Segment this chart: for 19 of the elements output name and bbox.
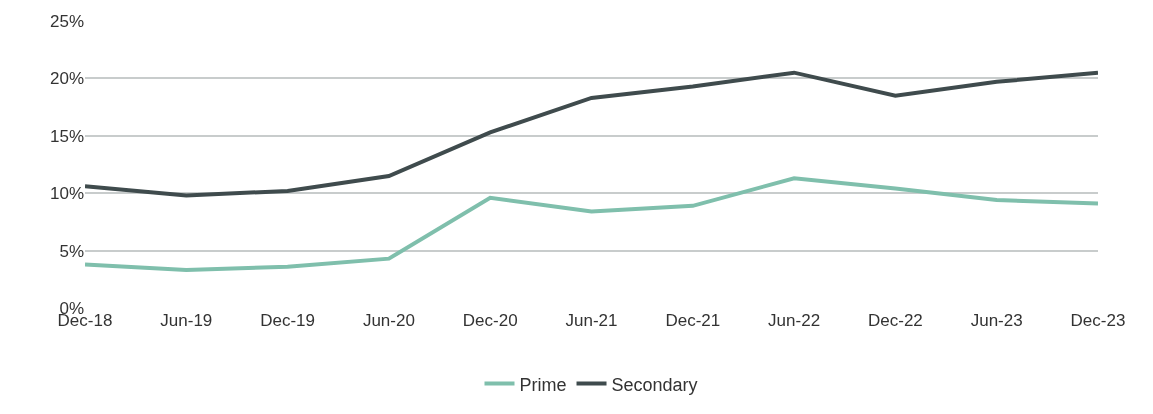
y-tick-label: 5% (59, 241, 84, 261)
line-series (85, 70, 1098, 198)
y-tick-label: 15% (49, 126, 84, 146)
x-tick-label: Jun-19 (160, 311, 213, 330)
legend-label: Prime (519, 374, 567, 395)
y-tick-label: 20% (49, 69, 84, 89)
x-tick-label: Dec-23 (1070, 311, 1126, 330)
x-tick-label: Jun-23 (970, 311, 1023, 330)
x-tick-label: Jun-21 (565, 311, 618, 330)
x-tick-label: Jun-22 (768, 311, 821, 330)
x-tick-label: Dec-21 (665, 311, 721, 330)
x-tick-label: Dec-20 (462, 311, 518, 330)
line-series (85, 176, 1098, 273)
x-tick-label: Dec-22 (867, 311, 923, 330)
y-tick-label: 10% (49, 184, 84, 204)
x-tick-label: Dec-19 (260, 311, 316, 330)
x-tick-label: Jun-20 (362, 311, 415, 330)
y-tick-label: 25% (49, 11, 84, 31)
legend-label: Secondary (611, 374, 698, 395)
